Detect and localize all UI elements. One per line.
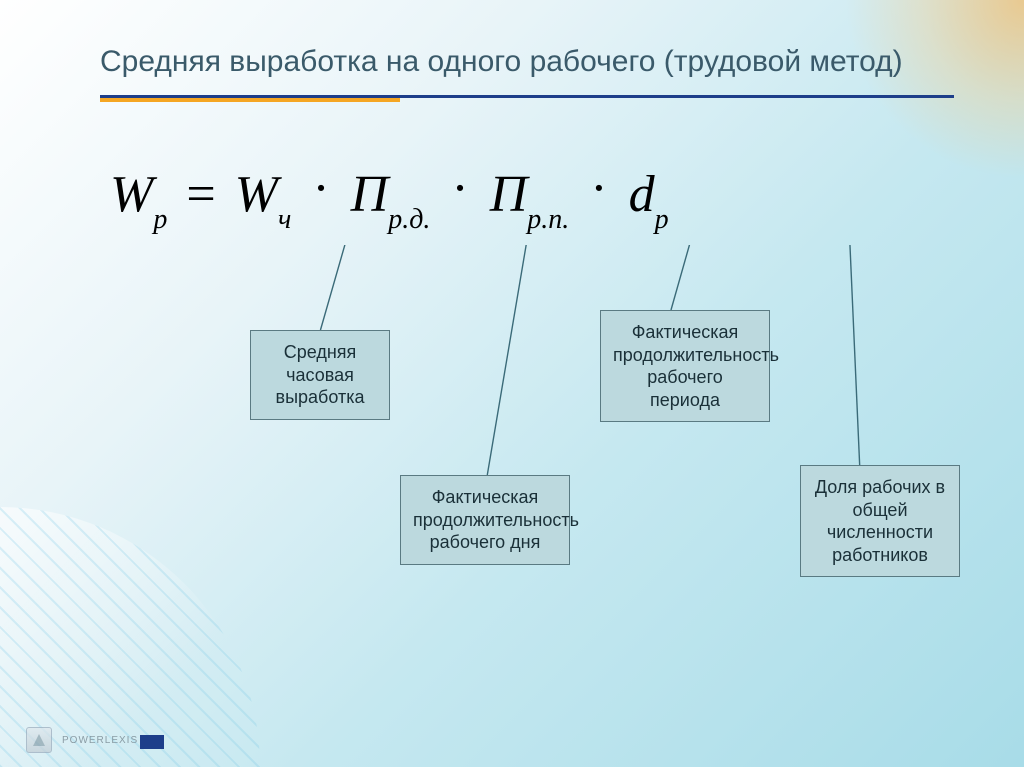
footer-logo: POWERLEXIS <box>26 727 138 753</box>
formula-r1: Пр.д. <box>351 165 431 230</box>
formula-r2: Пр.п. <box>490 165 570 230</box>
formula: Wр = Wч · Пр.д. · Пр.п. · dр <box>110 165 954 245</box>
divider <box>100 95 954 105</box>
footer-square <box>140 735 164 749</box>
formula-mul-0: · <box>304 160 337 217</box>
formula-lhs: Wр <box>110 165 167 230</box>
slide: Средняя выработка на одного рабочего (тр… <box>0 0 1024 767</box>
formula-mul-2: · <box>582 160 615 217</box>
label-box-avg-hourly: Средняя часовая выработка <box>250 330 390 420</box>
labels-area: Средняя часовая выработка Фактическая пр… <box>100 245 954 625</box>
label-box-period-duration: Фактическая продолжительность рабочего п… <box>600 310 770 422</box>
brand-text: POWERLEXIS <box>62 735 138 746</box>
label-box-workers-share: Доля рабочих в общей численности работни… <box>800 465 960 577</box>
label-box-workday-duration: Фактическая продолжительность рабочего д… <box>400 475 570 565</box>
formula-mul-1: · <box>443 160 476 217</box>
formula-r0: Wч <box>235 165 292 230</box>
formula-r3: dр <box>629 165 669 230</box>
formula-eq: = <box>180 166 221 223</box>
page-title: Средняя выработка на одного рабочего (тр… <box>100 42 954 81</box>
divider-orange <box>100 98 400 102</box>
brand-icon <box>26 727 52 753</box>
